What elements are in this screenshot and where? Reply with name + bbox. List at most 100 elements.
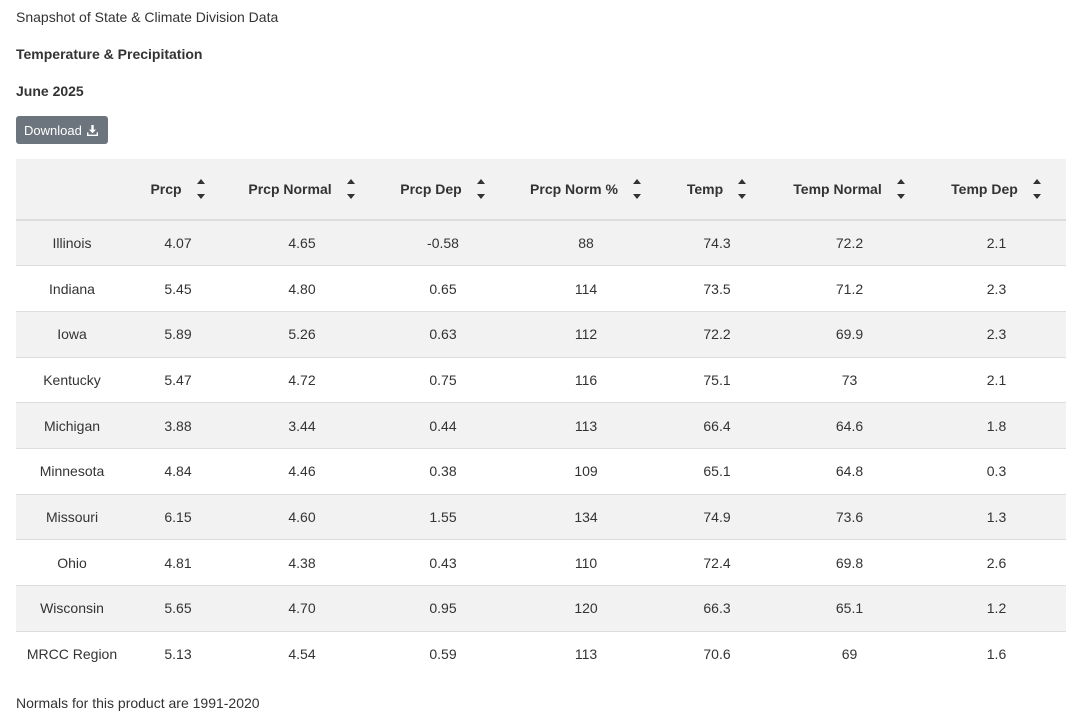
column-header-prcp[interactable]: Prcp [128, 159, 228, 220]
table-cell-prcp: 4.84 [164, 463, 192, 480]
download-button-label: Download [24, 122, 82, 138]
column-header-label: Prcp Dep [400, 181, 462, 197]
table-cell-prcp-norm-pct: 113 [574, 646, 598, 663]
table-cell-prcp-norm-pct: 88 [578, 235, 594, 252]
table-cell-temp-dep: 1.2 [986, 600, 1007, 617]
column-header-temp[interactable]: Temp [662, 159, 772, 220]
sort-up-down-icon[interactable] [632, 177, 642, 201]
table-header-row: Prcp Prcp Normal Prcp Dep Prcp Norm % Temp Te… [16, 159, 1066, 220]
table-cell-prcp-norm-pct: 109 [574, 463, 598, 480]
table-cell-state: Iowa [57, 326, 87, 343]
sort-up-down-icon[interactable] [346, 177, 356, 201]
table-cell-temp: 74.3 [703, 235, 731, 252]
table-cell-state: Minnesota [39, 463, 105, 480]
sort-up-down-icon[interactable] [896, 177, 906, 201]
table-cell-temp-normal: 73.6 [835, 508, 864, 525]
table-cell-state: Indiana [49, 280, 95, 297]
table-cell-prcp-dep: 0.63 [429, 326, 457, 343]
table-cell-prcp-norm-pct: 116 [574, 371, 598, 388]
period-title: June 2025 [16, 83, 84, 99]
table-cell-temp-normal: 71.2 [835, 280, 864, 297]
table-cell-prcp: 5.13 [164, 646, 192, 663]
column-header-state [16, 159, 128, 220]
table-cell-prcp-dep: -0.58 [427, 235, 459, 252]
column-header-label: Prcp Norm % [530, 181, 618, 197]
table-cell-prcp-normal: 4.80 [288, 280, 316, 297]
table-cell-prcp-normal: 4.72 [288, 371, 316, 388]
table-cell-temp: 72.2 [703, 326, 731, 343]
table-cell-prcp: 4.81 [164, 554, 192, 571]
table-cell-prcp: 5.45 [164, 280, 192, 297]
climate-data-table: Prcp Prcp Normal Prcp Dep Prcp Norm % Temp Te… [16, 159, 1066, 677]
table-cell-temp-normal: 69.8 [835, 554, 864, 571]
table-cell-temp-dep: 1.3 [986, 508, 1007, 525]
table-cell-temp: 73.5 [703, 280, 731, 297]
table-cell-prcp-dep: 0.38 [429, 463, 457, 480]
column-header-content: Prcp Dep [400, 177, 485, 201]
product-title: Temperature & Precipitation [16, 46, 203, 62]
table-cell-prcp: 4.07 [164, 235, 192, 252]
table-cell-temp-normal: 65.1 [835, 600, 864, 617]
table-cell-temp-dep: 2.3 [986, 326, 1007, 343]
table-cell-temp-normal: 73 [841, 371, 858, 388]
table-cell-prcp-normal: 3.44 [288, 417, 316, 434]
table-row: MRCC Region 5.13 4.54 0.59 113 70.6 69 1.6 [16, 631, 1066, 677]
table-cell-prcp-normal: 4.60 [288, 508, 316, 525]
column-header-prcp-norm-pct[interactable]: Prcp Norm % [510, 159, 662, 220]
download-button[interactable]: Download [16, 116, 108, 144]
table-cell-prcp: 5.65 [164, 600, 192, 617]
table-cell-state: Michigan [43, 417, 101, 434]
sort-up-down-icon[interactable] [476, 177, 486, 201]
table-row: Wisconsin 5.65 4.70 0.95 120 66.3 65.1 1.2 [16, 585, 1066, 632]
table-row: Minnesota 4.84 4.46 0.38 109 65.1 64.8 0.3 [16, 448, 1066, 495]
column-header-prcp-dep[interactable]: Prcp Dep [376, 159, 510, 220]
table-cell-temp: 74.9 [703, 508, 731, 525]
column-header-label: Prcp [150, 181, 182, 197]
table-cell-prcp-normal: 4.38 [288, 554, 316, 571]
table-cell-prcp: 3.88 [164, 417, 192, 434]
table-cell-prcp-normal: 5.26 [288, 326, 316, 343]
table-cell-prcp-normal: 4.54 [288, 646, 316, 663]
column-header-label: Prcp Normal [248, 181, 332, 197]
table-cell-state: Missouri [45, 508, 99, 525]
table-row: Illinois 4.07 4.65 -0.58 88 74.3 72.2 2.1 [16, 220, 1066, 266]
table-cell-prcp-normal: 4.46 [288, 463, 316, 480]
table-cell-temp: 66.4 [703, 417, 731, 434]
table-row: Michigan 3.88 3.44 0.44 113 66.4 64.6 1.8 [16, 402, 1066, 449]
download-icon [86, 124, 99, 137]
table-cell-prcp-norm-pct: 120 [574, 600, 598, 617]
table-cell-temp-dep: 1.8 [986, 417, 1007, 434]
column-header-temp-normal[interactable]: Temp Normal [772, 159, 927, 220]
table-cell-temp: 66.3 [703, 600, 731, 617]
table-cell-temp: 75.1 [703, 371, 731, 388]
table-cell-temp-dep: 2.1 [986, 235, 1007, 252]
table-cell-state: Illinois [52, 235, 92, 252]
sort-up-down-icon[interactable] [737, 177, 747, 201]
column-header-prcp-normal[interactable]: Prcp Normal [228, 159, 376, 220]
table-cell-prcp-dep: 0.95 [429, 600, 457, 617]
table-cell-prcp-norm-pct: 110 [574, 554, 598, 571]
table-cell-temp-dep: 2.1 [986, 371, 1007, 388]
table-cell-prcp-dep: 0.75 [429, 371, 457, 388]
table-row: Indiana 5.45 4.80 0.65 114 73.5 71.2 2.3 [16, 265, 1066, 312]
column-header-content: Prcp [150, 177, 205, 201]
table-cell-temp-normal: 64.8 [835, 463, 864, 480]
table-cell-prcp-dep: 0.43 [429, 554, 457, 571]
table-cell-temp-normal: 64.6 [835, 417, 864, 434]
column-header-content: Prcp Normal [248, 177, 355, 201]
sort-up-down-icon[interactable] [1032, 177, 1042, 201]
column-header-label: Temp Dep [951, 181, 1018, 197]
table-cell-prcp: 6.15 [164, 508, 192, 525]
table-cell-prcp-norm-pct: 114 [574, 280, 598, 297]
table-cell-prcp-dep: 0.44 [429, 417, 457, 434]
sort-up-down-icon[interactable] [196, 177, 206, 201]
normals-footnote: Normals for this product are 1991-2020 [16, 695, 260, 711]
table-cell-prcp: 5.89 [164, 326, 192, 343]
table-cell-temp-dep: 1.6 [986, 646, 1007, 663]
table-cell-temp: 65.1 [703, 463, 731, 480]
column-header-content: Temp [687, 177, 747, 201]
table-cell-temp-normal: 72.2 [835, 235, 864, 252]
page-title: Snapshot of State & Climate Division Dat… [16, 9, 279, 25]
column-header-label: Temp [686, 181, 724, 197]
column-header-temp-dep[interactable]: Temp Dep [927, 159, 1066, 220]
